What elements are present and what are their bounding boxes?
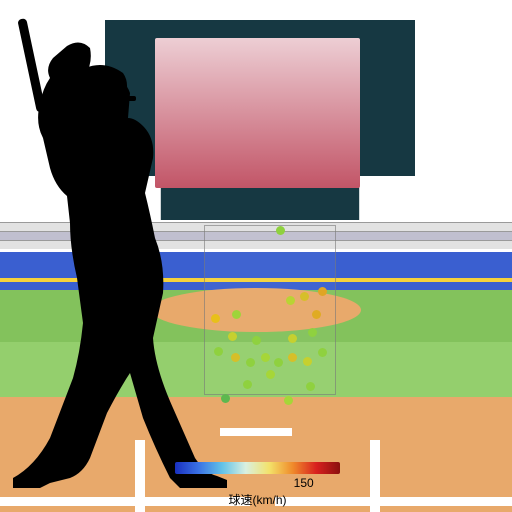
pitch-dot [266, 370, 275, 379]
pitch-dot [246, 358, 255, 367]
pitch-dot [288, 334, 297, 343]
pitch-dot [303, 357, 312, 366]
pitch-location-chart: 100 150 球速(km/h) [0, 0, 512, 512]
legend-label: 球速(km/h) [175, 491, 340, 508]
legend-tick: 100 [201, 476, 221, 490]
pitch-dot [318, 348, 327, 357]
pitch-dot [288, 353, 297, 362]
pitch-dot [284, 396, 293, 405]
pitch-dot [276, 226, 285, 235]
color-legend: 100 150 球速(km/h) [175, 462, 340, 508]
pitch-dot [243, 380, 252, 389]
legend-tick: 150 [294, 476, 314, 490]
pitch-dot [318, 287, 327, 296]
pitch-dot [286, 296, 295, 305]
batter-silhouette-icon [0, 18, 230, 488]
pitch-dot [261, 353, 270, 362]
pitch-dot [308, 328, 317, 337]
legend-ticks: 100 150 [175, 476, 340, 490]
pitch-dot [231, 353, 240, 362]
pitch-dot [232, 310, 241, 319]
legend-gradient-bar [175, 462, 340, 474]
pitch-dot [312, 310, 321, 319]
pitch-dot [300, 292, 309, 301]
pitch-dot [306, 382, 315, 391]
pitch-dot [252, 336, 261, 345]
pitch-dot [274, 358, 283, 367]
